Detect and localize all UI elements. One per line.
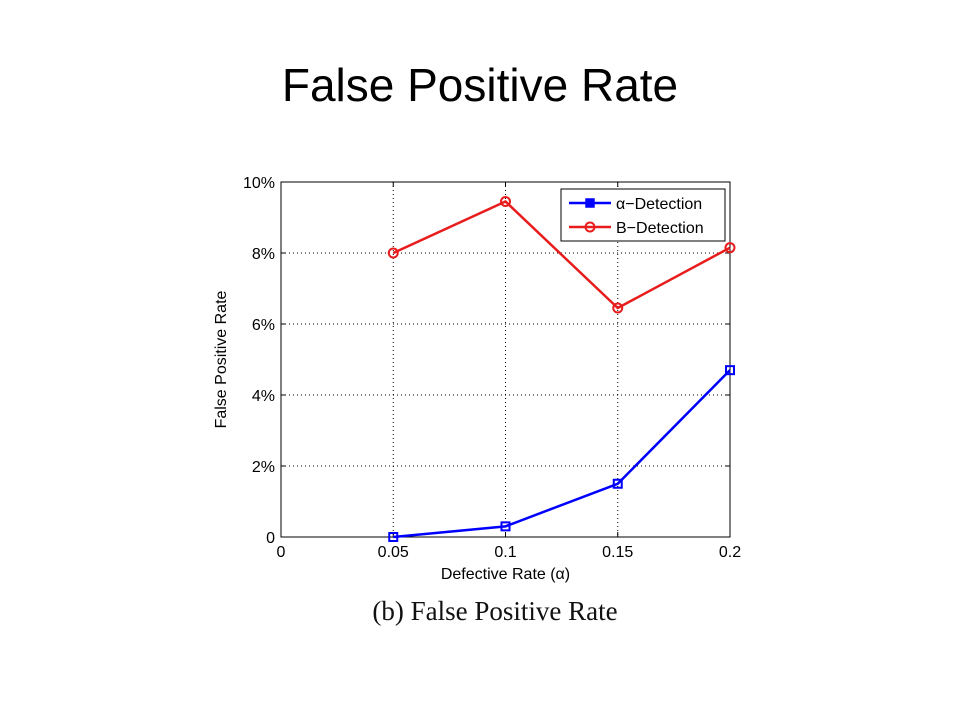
data-point bbox=[724, 242, 736, 254]
y-axis-label: False Positive Rate bbox=[213, 290, 230, 428]
data-point bbox=[388, 532, 399, 542]
legend-box bbox=[560, 188, 726, 242]
slide-title: False Positive Rate bbox=[281, 59, 679, 111]
legend-label: α−Detection bbox=[616, 196, 702, 213]
series-line bbox=[392, 200, 731, 310]
x-axis-label: Defective Rate (α) bbox=[441, 566, 570, 583]
x-tick-label: 0.2 bbox=[719, 544, 741, 561]
legend: α−Detection B−Detection bbox=[560, 188, 726, 242]
data-point bbox=[500, 196, 511, 208]
legend-marker bbox=[584, 221, 596, 233]
axis-ticks: 0 0.05 0.1 0.15 0.2 0 2% 4% 6% 8% 10% bbox=[243, 175, 741, 561]
legend-item-0: α−Detection bbox=[569, 196, 702, 213]
figure-caption: (b) False Positive Rate bbox=[372, 596, 618, 626]
y-tick-label: 0 bbox=[266, 530, 275, 547]
x-tick-label: 0.1 bbox=[494, 544, 516, 561]
series-0 bbox=[388, 365, 735, 542]
data-point bbox=[612, 302, 624, 314]
y-tick-label: 2% bbox=[252, 459, 275, 476]
y-tick-label: 6% bbox=[252, 317, 275, 334]
data-point bbox=[612, 478, 623, 489]
series-line bbox=[393, 369, 731, 539]
x-tick-label: 0.05 bbox=[378, 544, 409, 561]
legend-label: B−Detection bbox=[616, 220, 704, 237]
y-tick-label: 8% bbox=[252, 246, 275, 263]
data-point bbox=[387, 247, 399, 259]
data-point bbox=[725, 365, 735, 376]
x-tick-label: 0 bbox=[277, 544, 286, 561]
data-point bbox=[500, 521, 511, 532]
y-tick-label: 4% bbox=[252, 388, 275, 405]
series-layer bbox=[387, 196, 736, 542]
grid bbox=[281, 182, 730, 537]
legend-item-1: B−Detection bbox=[569, 220, 704, 237]
series-1 bbox=[387, 196, 736, 314]
legend-marker bbox=[585, 198, 595, 208]
y-tick-label: 10% bbox=[243, 175, 275, 192]
x-tick-label: 0.15 bbox=[602, 544, 633, 561]
